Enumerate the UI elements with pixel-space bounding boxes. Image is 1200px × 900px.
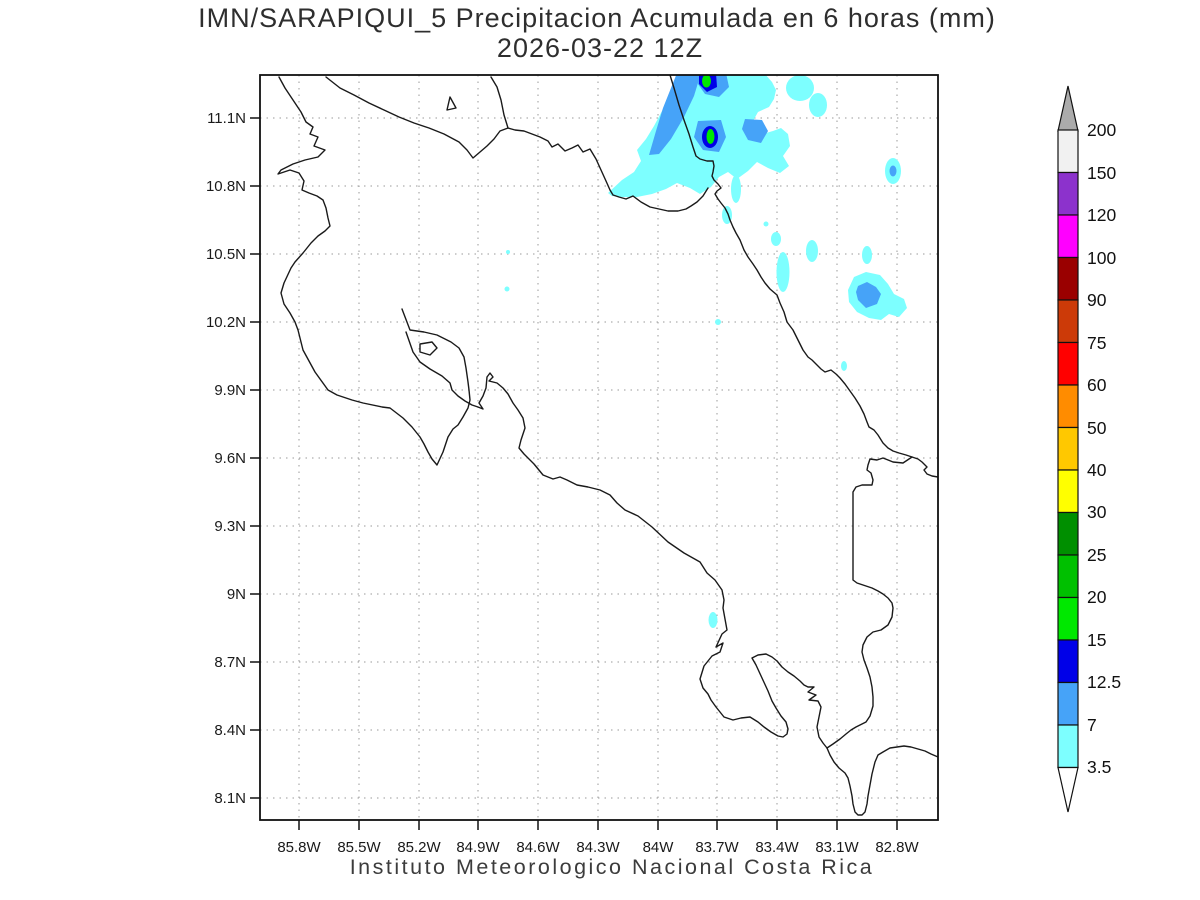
- lat-label: 8.1N: [214, 790, 246, 807]
- colorbar-label: 7: [1087, 715, 1097, 735]
- lake-nicaragua-east-shore: [490, 76, 509, 129]
- coast-pacific-nicoya: [277, 76, 471, 466]
- precip-level-cyan: [504, 75, 907, 628]
- colorbar-label: 200: [1087, 120, 1116, 140]
- colorbar: 200 150 120 100 90 75 60 50 40 30 25 20 …: [1057, 85, 1121, 813]
- lat-label: 8.4N: [214, 722, 246, 739]
- colorbar-label: 50: [1087, 418, 1107, 438]
- map-gridlines: [260, 75, 938, 820]
- lon-label: 83.1W: [815, 839, 859, 856]
- colorbar-label: 20: [1087, 587, 1107, 607]
- colorbar-box: [1057, 299, 1079, 344]
- lat-label: 10.5N: [206, 246, 246, 263]
- colorbar-box: [1057, 214, 1079, 259]
- colorbar-label: 25: [1087, 545, 1106, 565]
- lon-label: 83.4W: [755, 839, 799, 856]
- colorbar-box: [1057, 724, 1079, 769]
- colorbar-label: 120: [1087, 205, 1116, 225]
- colorbar-label: 100: [1087, 248, 1116, 268]
- colorbar-box: [1057, 384, 1079, 429]
- lat-label: 9.3N: [214, 518, 246, 535]
- colorbar-box: [1057, 469, 1079, 514]
- lat-label: 10.2N: [206, 314, 246, 331]
- colorbar-arrow-bottom: [1057, 766, 1079, 813]
- colorbar-box: [1057, 511, 1079, 556]
- border-panama: [826, 456, 913, 749]
- colorbar-box: [1057, 596, 1079, 641]
- lon-label: 83.7W: [695, 839, 739, 856]
- colorbar-box: [1057, 256, 1079, 301]
- lon-label: 84.6W: [516, 839, 560, 856]
- island-ometepe: [446, 96, 457, 111]
- lon-label: 84.3W: [576, 839, 620, 856]
- coast-punta-burica: [826, 745, 938, 816]
- coast-caribbean: [669, 75, 938, 478]
- plot-valid-time: 2026-03-22 12Z: [497, 33, 703, 63]
- lon-label: 84W: [643, 839, 675, 856]
- colorbar-box: [1057, 341, 1079, 386]
- lat-label: 9.9N: [214, 382, 246, 399]
- precip-level-blue: [649, 75, 897, 308]
- lon-label: 85.5W: [337, 839, 381, 856]
- lon-label: 85.2W: [397, 839, 441, 856]
- lon-label: 82.8W: [875, 839, 919, 856]
- colorbar-label: 40: [1087, 460, 1107, 480]
- map-frame: [259, 74, 939, 821]
- axis-tick-marks: [250, 117, 898, 830]
- colorbar-label: 15: [1087, 630, 1106, 650]
- coast-gulf-nicoya-south: [405, 331, 828, 749]
- colorbar-label: 90: [1087, 290, 1107, 310]
- colorbar-label: 150: [1087, 163, 1116, 183]
- lat-axis-labels: 11.1N 10.8N 10.5N 10.2N 9.9N 9.6N 9.3N 9…: [206, 110, 246, 807]
- colorbar-box: [1057, 171, 1079, 216]
- island-gulf-nicoya: [419, 341, 438, 356]
- colorbar-label: 30: [1087, 502, 1107, 522]
- lon-axis-labels: 85.8W 85.5W 85.2W 84.9W 84.6W 84.3W 84W …: [277, 839, 919, 856]
- lat-label: 9N: [227, 586, 246, 603]
- colorbar-box: [1057, 681, 1079, 726]
- colorbar-arrow-top: [1057, 85, 1079, 132]
- lat-label: 9.6N: [214, 450, 246, 467]
- lon-label: 85.8W: [277, 839, 321, 856]
- precip-level-green: [702, 75, 715, 144]
- colorbar-box: [1057, 426, 1079, 471]
- colorbar-box: [1057, 129, 1079, 174]
- plot-title: IMN/SARAPIQUI_5 Precipitacion Acumulada …: [198, 3, 996, 33]
- lake-nicaragua-border: [325, 76, 709, 212]
- lon-label: 84.9W: [456, 839, 500, 856]
- colorbar-box: [1057, 554, 1079, 599]
- lat-label: 8.7N: [214, 654, 246, 671]
- colorbar-label: 75: [1087, 333, 1106, 353]
- colorbar-box: [1057, 639, 1079, 684]
- colorbar-label: 3.5: [1087, 757, 1111, 777]
- colorbar-label: 12.5: [1087, 672, 1121, 692]
- lat-label: 10.8N: [206, 178, 246, 195]
- footer-institution: Instituto Meteorologico Nacional Costa R…: [350, 855, 875, 879]
- coastlines: [277, 75, 938, 816]
- precip-field: [504, 75, 907, 628]
- lat-label: 11.1N: [207, 110, 246, 127]
- colorbar-labels: 200 150 120 100 90 75 60 50 40 30 25 20 …: [1087, 120, 1121, 777]
- colorbar-label: 60: [1087, 375, 1107, 395]
